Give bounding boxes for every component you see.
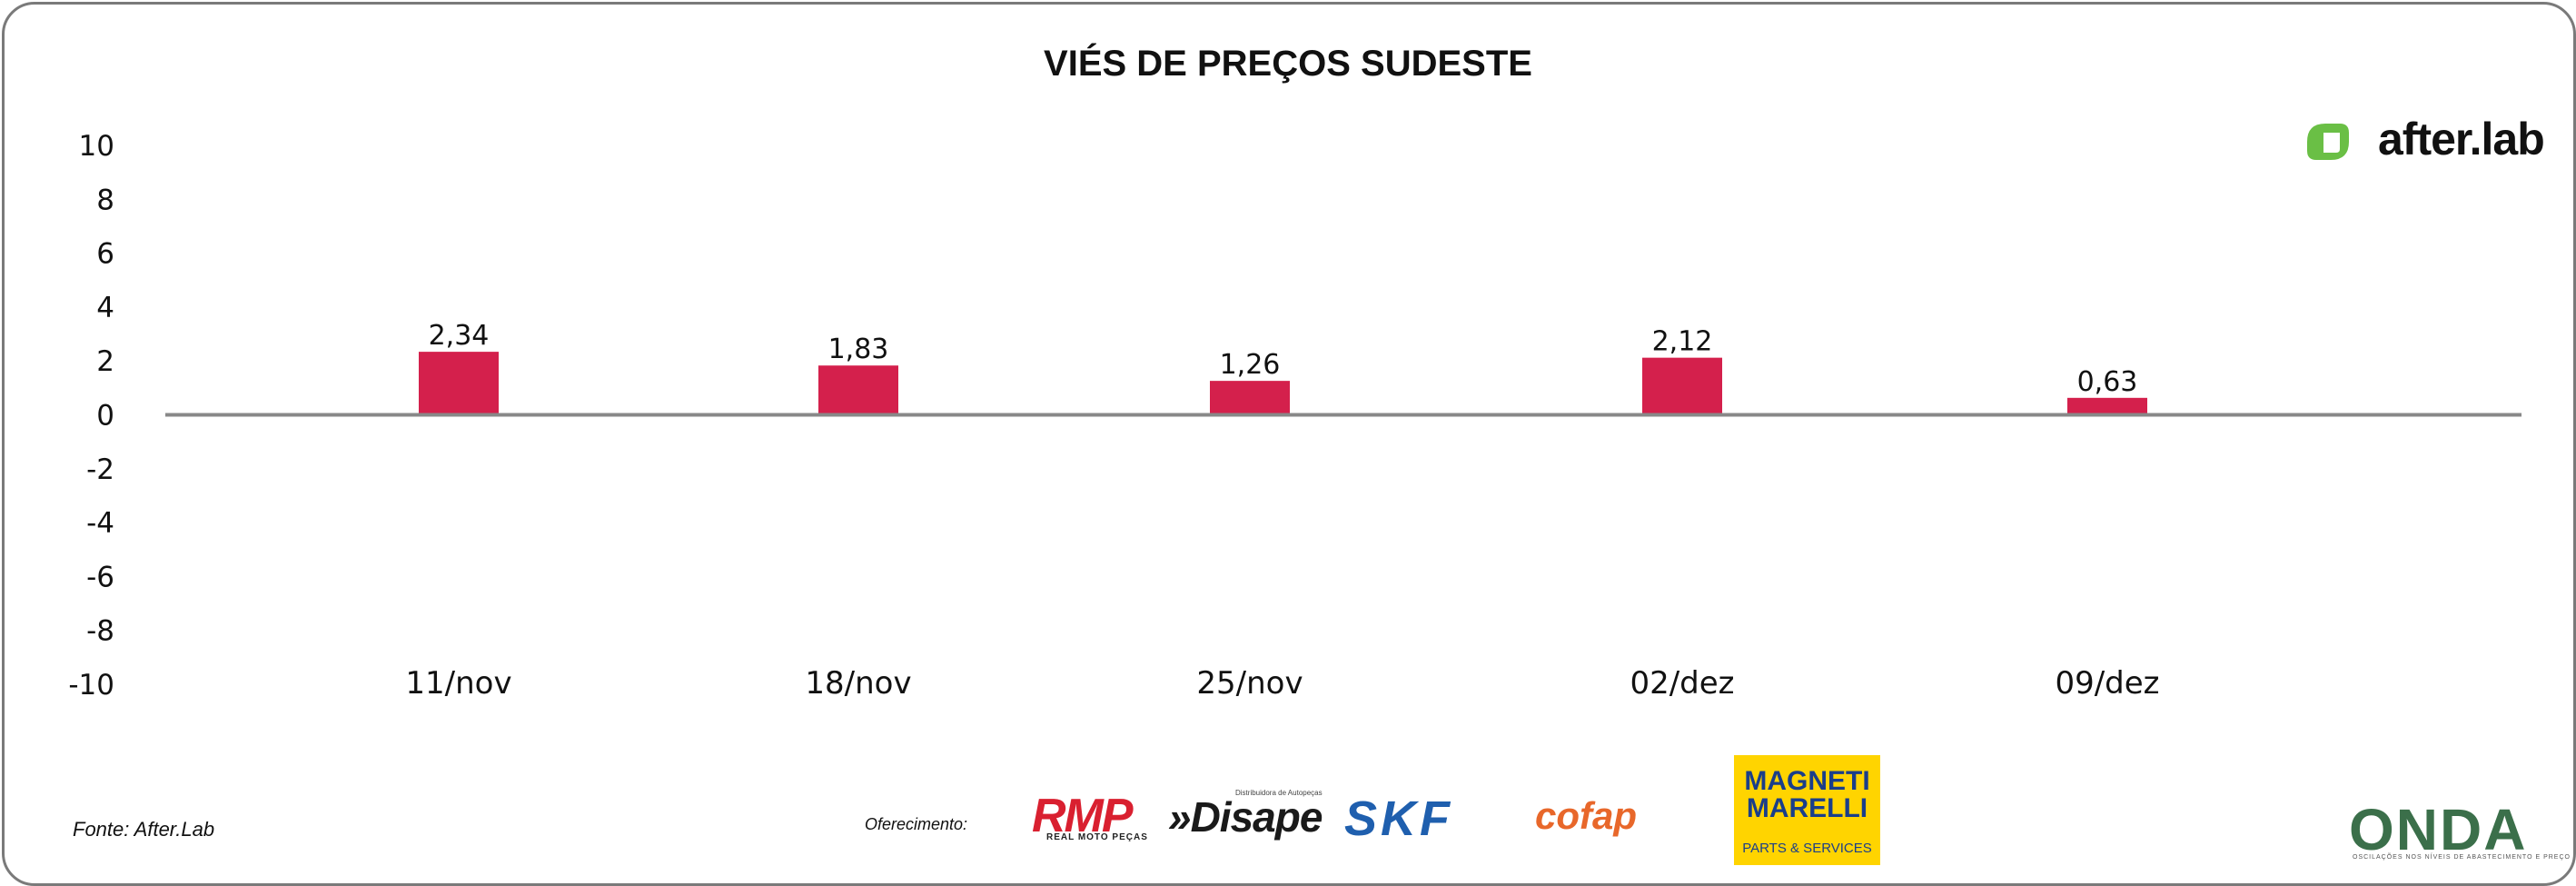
y-tick-label: -4 <box>86 507 114 540</box>
rmp-logo: RMP <box>1032 790 1134 842</box>
y-tick-label: 4 <box>96 292 114 324</box>
x-tick-label: 09/dez <box>2055 665 2159 702</box>
data-label: 2,12 <box>1652 326 1713 358</box>
magneti-marelli-logo-text: MAGNETI MARELLI <box>1744 766 1870 823</box>
source-note: Fonte: After.Lab <box>73 818 215 841</box>
onda-logo: ONDA <box>2349 797 2528 862</box>
disape-logo-subtitle: Distribuidora de Autopeças <box>1235 789 1323 797</box>
rmp-logo-subtitle: REAL MOTO PEÇAS <box>1046 832 1148 842</box>
y-tick-label: 10 <box>79 130 114 163</box>
y-tick-label: 6 <box>96 238 114 271</box>
bar <box>1642 357 1722 415</box>
data-label: 2,34 <box>429 320 490 352</box>
y-tick-label: -8 <box>86 615 114 648</box>
skf-logo: SKF <box>1344 791 1453 846</box>
x-tick-label: 02/dez <box>1630 665 1734 702</box>
sponsor-label: Oferecimento: <box>865 815 968 833</box>
x-tick-label: 25/nov <box>1196 665 1303 702</box>
y-tick-label: -10 <box>68 669 114 702</box>
afterlab-logo-text: after.lab <box>2378 114 2545 164</box>
disape-logo: »Disape <box>1168 793 1323 841</box>
afterlab-logo-icon <box>2307 124 2349 160</box>
x-tick-label: 11/nov <box>405 665 511 702</box>
magneti-marelli-logo: MAGNETI MARELLI PARTS & SERVICES <box>1734 755 1880 865</box>
data-label: 1,83 <box>828 333 889 365</box>
chart-title: VIÉS DE PREÇOS SUDESTE <box>1044 44 1532 84</box>
x-tick-label: 18/nov <box>805 665 911 702</box>
y-tick-label: -6 <box>86 561 114 593</box>
bar <box>419 352 499 415</box>
y-tick-label: 8 <box>96 184 114 216</box>
data-label: 1,26 <box>1220 349 1281 381</box>
cofap-logo: cofap <box>1535 794 1638 837</box>
y-tick-label: 0 <box>96 400 114 433</box>
bar <box>2067 397 2147 415</box>
onda-logo-subtitle: OSCILAÇÕES NOS NÍVEIS DE ABASTECIMENTO E… <box>2353 854 2571 861</box>
bar <box>818 365 898 415</box>
magneti-marelli-logo-subtitle: PARTS & SERVICES <box>1742 841 1872 856</box>
y-tick-label: 2 <box>96 345 114 378</box>
bar <box>1210 381 1290 415</box>
data-label: 0,63 <box>2077 366 2138 398</box>
y-tick-label: -2 <box>86 453 114 486</box>
